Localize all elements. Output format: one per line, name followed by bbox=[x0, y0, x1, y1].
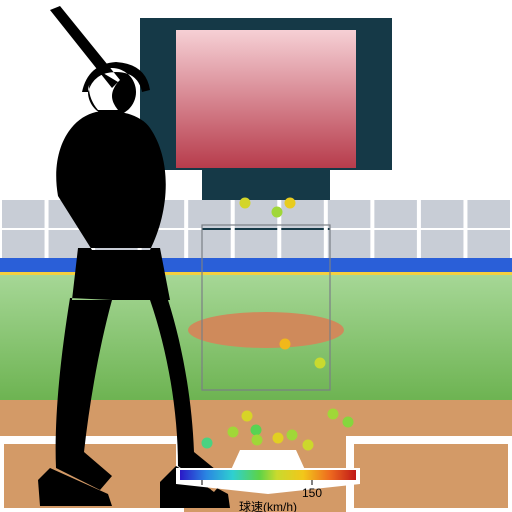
pitch-marker bbox=[240, 198, 251, 209]
pitch-marker bbox=[287, 430, 298, 441]
pitchers-mound bbox=[188, 312, 344, 348]
pitch-marker bbox=[228, 427, 239, 438]
pitch-marker bbox=[242, 411, 253, 422]
pitch-marker bbox=[315, 358, 326, 369]
colorbar-tick-label: 100 bbox=[192, 486, 212, 500]
pitch-marker bbox=[252, 435, 263, 446]
pitch-marker bbox=[273, 433, 284, 444]
pitch-marker bbox=[280, 339, 291, 350]
pitch-marker bbox=[303, 440, 314, 451]
scoreboard-screen bbox=[176, 30, 356, 168]
pitch-marker bbox=[272, 207, 283, 218]
pitch-marker bbox=[251, 425, 262, 436]
pitch-marker bbox=[285, 198, 296, 209]
colorbar-gradient bbox=[180, 470, 356, 480]
pitch-marker bbox=[343, 417, 354, 428]
colorbar-axis-label: 球速(km/h) bbox=[239, 500, 297, 512]
pitch-marker bbox=[202, 438, 213, 449]
colorbar-tick-label: 150 bbox=[302, 486, 322, 500]
pitch-marker bbox=[328, 409, 339, 420]
